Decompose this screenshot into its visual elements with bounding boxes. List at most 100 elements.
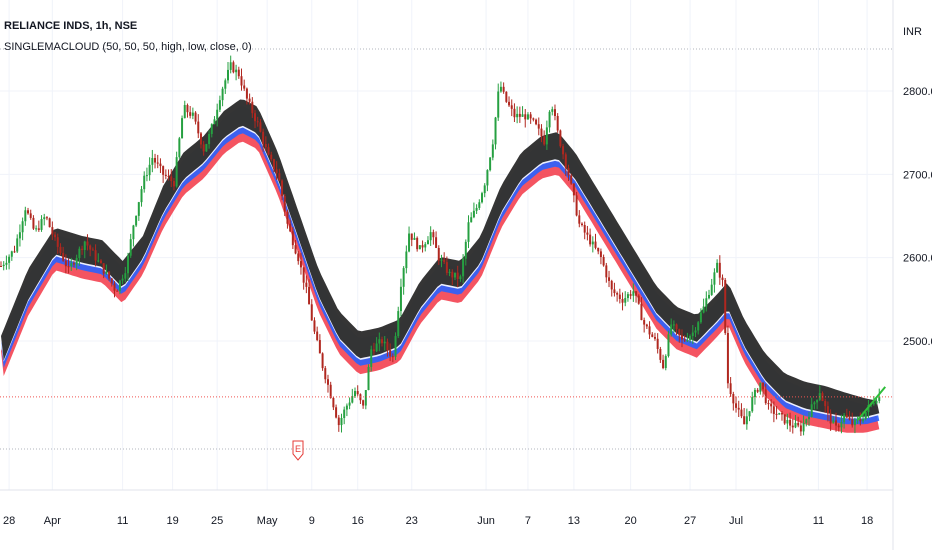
candle-body — [410, 233, 413, 240]
x-tick-label: Jul — [729, 515, 743, 527]
candle-body — [499, 86, 502, 92]
candle-body — [27, 210, 30, 214]
candle-body — [170, 176, 173, 182]
candle-body — [232, 62, 235, 73]
candle-body — [270, 154, 273, 160]
y-axis[interactable]: 2500.00 2600.00 2700.00 2800.00 — [903, 86, 932, 348]
candle-body — [575, 195, 578, 216]
candle-body — [229, 62, 232, 70]
ma-cloud — [1, 99, 880, 433]
last-price-value: 2432.90 — [899, 388, 932, 400]
candle-body — [826, 406, 829, 414]
candle-body — [651, 334, 654, 337]
candle-body — [726, 333, 729, 384]
candle-body — [248, 98, 251, 102]
candle-body — [791, 425, 794, 428]
candle-body — [748, 411, 751, 417]
candle-body — [862, 419, 865, 422]
candle-body — [756, 389, 759, 392]
candle-body — [445, 262, 448, 273]
candle-body — [732, 394, 735, 404]
candle-body — [375, 343, 378, 352]
candle-body — [464, 241, 467, 259]
candle-body — [367, 366, 370, 391]
candle-body — [494, 117, 497, 145]
candle-body — [45, 217, 48, 219]
x-tick-label: 25 — [211, 515, 223, 527]
candle-body — [10, 251, 13, 257]
candle-body — [326, 379, 329, 385]
symbol-title[interactable]: RELIANCE INDS, 1h, NSE — [4, 20, 138, 32]
candle-body — [580, 223, 583, 225]
candle-body — [321, 353, 324, 369]
candle-body — [318, 340, 321, 354]
candle-body — [316, 331, 319, 341]
candle-body — [432, 232, 435, 238]
candle-body — [467, 222, 470, 242]
candle-body — [102, 263, 105, 274]
candle-body — [591, 241, 594, 245]
candle-body — [272, 159, 275, 170]
candle-body — [859, 419, 862, 422]
candle-body — [405, 251, 408, 269]
candle-body — [289, 223, 292, 232]
candle-body — [397, 311, 400, 337]
x-axis[interactable]: 28 Apr 11 19 25 May 9 16 23 Jun 7 13 20 27 Jul 11 18 — [3, 515, 873, 527]
candle-body — [70, 263, 73, 267]
candle-body — [213, 119, 216, 125]
candle-body — [221, 88, 224, 101]
candle-body — [78, 248, 81, 258]
candle-body — [151, 158, 154, 165]
candle-body — [564, 154, 567, 169]
ma-high-band — [1, 99, 880, 417]
candle-body — [613, 289, 616, 294]
candle-body — [129, 239, 132, 256]
candle-body — [689, 335, 692, 341]
candle-body — [772, 406, 775, 414]
x-tick-label: 11 — [813, 515, 824, 527]
candle-body — [610, 280, 613, 290]
candle-body — [553, 109, 556, 116]
indicator-legend[interactable]: SINGLEMACLOUD (50, 50, 50, high, low, cl… — [4, 41, 252, 53]
candle-body — [294, 245, 297, 254]
candle-body — [737, 407, 740, 410]
candle-body — [362, 400, 365, 406]
candle-body — [435, 237, 438, 248]
candle-body — [680, 335, 683, 340]
ma-high-price-value: 2422.05 — [899, 423, 932, 435]
candle-body — [194, 112, 197, 122]
candle-body — [583, 224, 586, 233]
candle-body — [348, 402, 351, 406]
candle-body — [543, 136, 546, 145]
candle-body — [567, 168, 570, 176]
candle-body — [840, 422, 843, 428]
candle-body — [602, 257, 605, 266]
candle-body — [589, 234, 592, 245]
candle-body — [878, 396, 881, 401]
candle-body — [624, 298, 627, 303]
earnings-marker[interactable]: E — [292, 440, 304, 461]
candle-body — [570, 175, 573, 184]
candle-body — [256, 121, 259, 123]
candle-body — [135, 215, 138, 226]
candle-body — [767, 403, 770, 405]
candle-body — [778, 413, 781, 415]
x-tick-label: 28 — [3, 515, 15, 527]
candle-body — [240, 76, 243, 86]
candle-body — [459, 276, 462, 280]
candle-body — [340, 417, 343, 426]
candle-body — [370, 349, 373, 367]
candle-body — [191, 112, 194, 116]
candle-body — [345, 405, 348, 410]
candle-body — [853, 419, 856, 426]
candle-body — [243, 85, 246, 89]
candle-body — [264, 143, 267, 148]
candle-body — [283, 196, 286, 212]
candle-body — [699, 312, 702, 323]
candle-body — [391, 356, 394, 358]
candle-body — [81, 248, 84, 250]
candle-body — [29, 213, 32, 218]
candle-body — [662, 359, 665, 369]
